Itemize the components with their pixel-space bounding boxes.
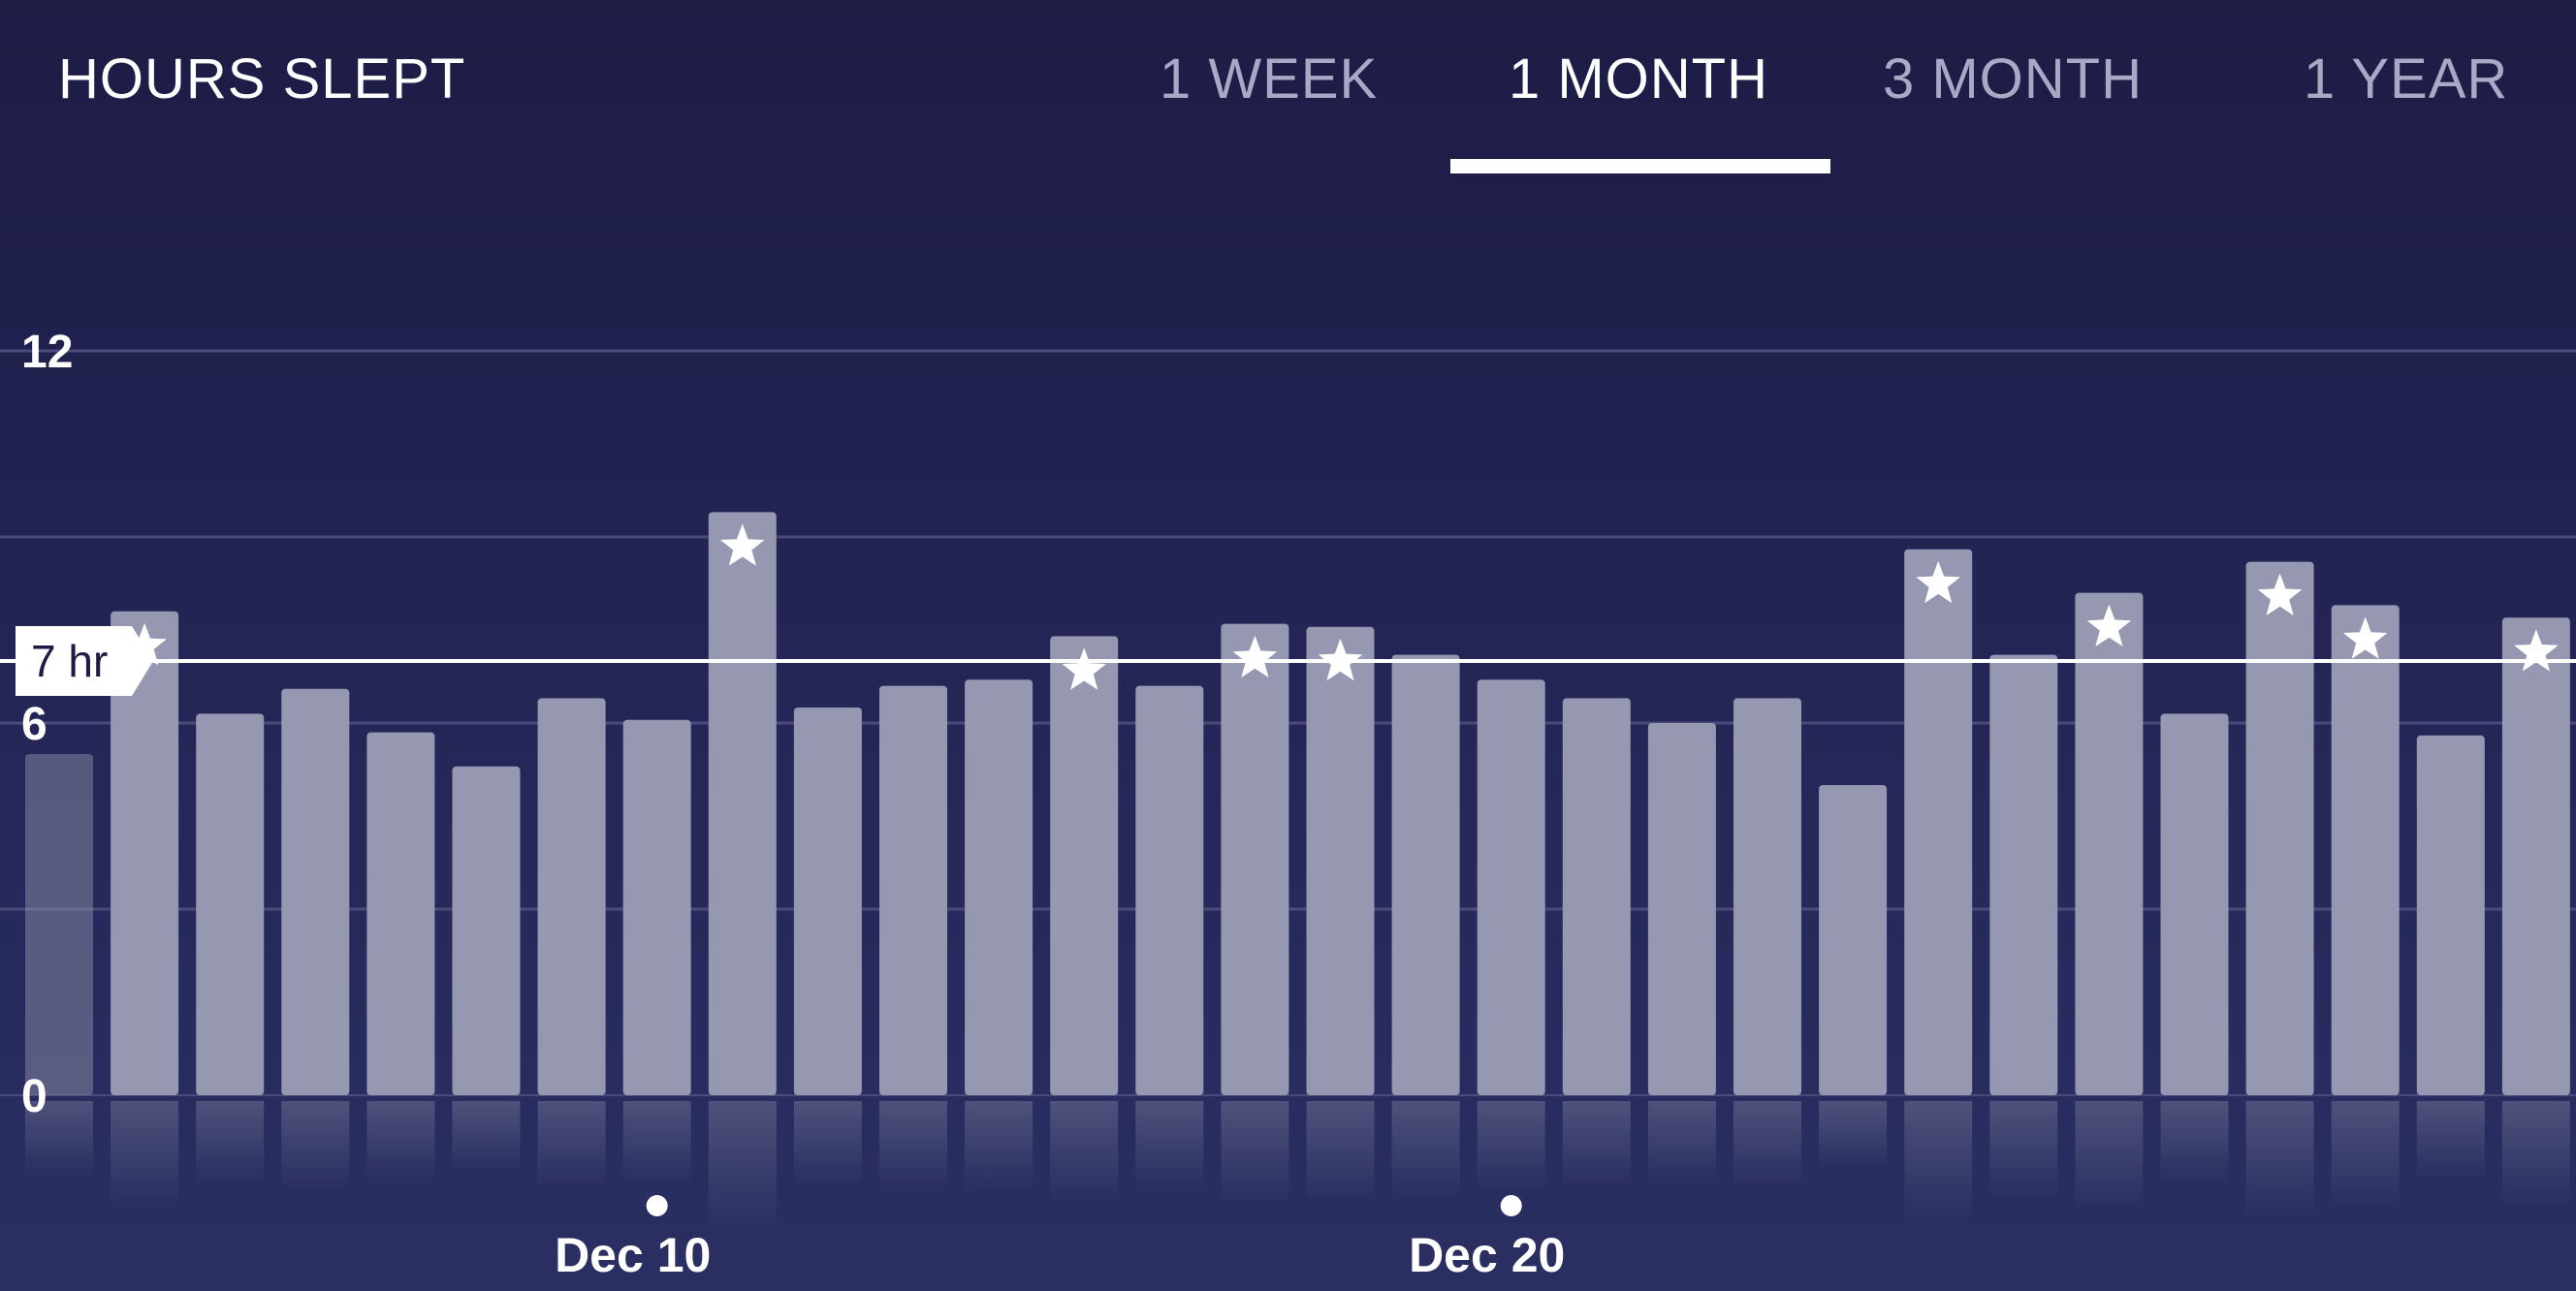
bar[interactable] [366,732,435,1095]
active-tab-indicator [1450,159,1830,173]
star-icon [2086,604,2132,646]
bar-reflection [2416,1101,2485,1181]
bar-reflection [1306,1101,1375,1205]
bar[interactable] [1819,785,1888,1095]
bar-reflection [452,1101,521,1174]
bar-reflection [1733,1101,1801,1189]
bar-reflection [1477,1101,1545,1193]
bar[interactable] [1733,698,1801,1095]
y-tick-label: 0 [21,1071,48,1122]
bar-reflection [708,1101,777,1230]
bar-reflection [196,1101,265,1185]
bar-reflection [1647,1101,1716,1183]
star-icon [1916,560,1960,604]
bar[interactable] [537,698,606,1095]
tab-1-month[interactable]: 1 MONTH [1509,47,1768,110]
goal-label-badge [16,626,153,696]
bar[interactable] [2160,713,2229,1095]
bar-reflection [1221,1101,1289,1206]
bar[interactable] [281,688,350,1095]
bar[interactable] [622,719,691,1095]
bar-reflection [25,1101,93,1177]
bar[interactable] [2416,735,2485,1095]
bar[interactable] [1562,698,1631,1095]
bar[interactable] [1477,679,1545,1095]
bar-reflection [1050,1101,1119,1203]
bar[interactable] [793,708,862,1095]
bar-reflection [111,1101,179,1208]
bar-reflection [793,1101,862,1186]
bar-reflection [281,1101,350,1191]
star-icon [1062,647,1106,690]
x-tick-label: Dec 10 [555,1228,711,1282]
star-icon [720,523,765,566]
bar-reflection [879,1101,947,1191]
star-icon [2257,573,2303,615]
bar[interactable] [1391,654,1460,1095]
bar-reflection [1391,1101,1460,1198]
x-tick-label: Dec 20 [1409,1228,1565,1282]
bar[interactable] [1306,626,1375,1095]
bar-reflection [537,1101,606,1189]
star-icon [1232,635,1278,677]
bar-reflection [2331,1101,2400,1210]
tab-1-year[interactable]: 1 YEAR [2304,47,2509,110]
bar-reflection [1135,1101,1204,1191]
chart-title: HOURS SLEPT [58,47,466,110]
star-icon [2514,629,2559,672]
bar-reflection [1989,1101,2058,1198]
dot-icon [1500,1195,1522,1216]
tab-3-month[interactable]: 3 MONTH [1883,47,2143,110]
bar[interactable] [2501,617,2570,1095]
star-icon [122,622,167,666]
bar[interactable] [965,679,1034,1095]
bar-reflection [965,1101,1034,1193]
bar[interactable] [1221,623,1289,1095]
range-tabs: 1 WEEK 1 MONTH 3 MONTH 1 YEAR [0,47,2576,182]
bar-reflection [2245,1101,2314,1219]
bar-reflection [622,1101,691,1184]
bar[interactable] [2245,561,2314,1095]
bar-reflection [2160,1101,2229,1185]
bar[interactable] [1989,654,2058,1095]
bar[interactable] [1135,685,1204,1095]
bar-reflection [1562,1101,1631,1189]
bar[interactable] [111,611,179,1095]
y-tick-label: 6 [21,699,48,750]
bar-reflection [366,1101,435,1181]
bar[interactable] [1050,636,1119,1095]
bar-reflection [1819,1101,1888,1170]
bar[interactable] [708,512,777,1095]
tab-1-week[interactable]: 1 WEEK [1160,47,1379,110]
bar[interactable] [2075,592,2144,1095]
bar[interactable] [452,766,521,1095]
star-icon [2342,616,2388,659]
goal-label: 7 hr [31,636,108,686]
bar-reflection [2501,1101,2570,1207]
bar[interactable] [879,685,947,1095]
bar-reflection [1904,1101,1973,1221]
bar[interactable] [1647,723,1716,1095]
y-tick-label: 12 [21,327,73,378]
bar-reflection [2075,1101,2144,1212]
bar[interactable] [25,754,93,1095]
bar[interactable] [2331,605,2400,1095]
dot-icon [646,1195,668,1216]
bar[interactable] [1904,549,1973,1095]
bar[interactable] [196,713,265,1095]
